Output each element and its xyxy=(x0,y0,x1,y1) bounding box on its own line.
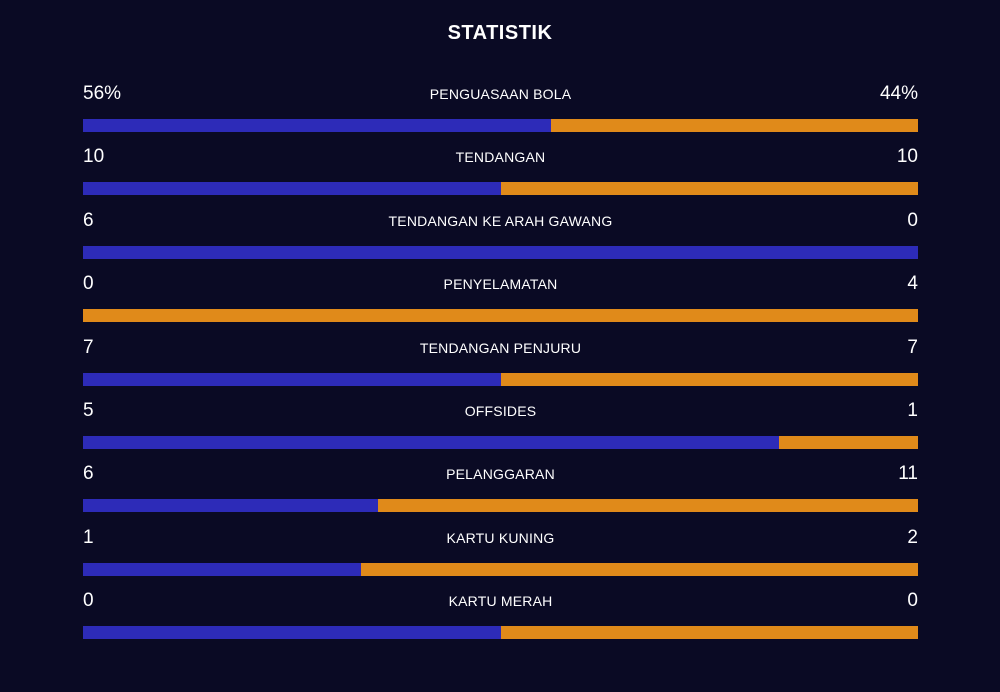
stat-label: PENYELAMATAN xyxy=(443,276,558,293)
comparison-bar xyxy=(83,245,918,259)
stat-label: KARTU MERAH xyxy=(448,593,553,610)
stat-label: TENDANGAN PENJURU xyxy=(419,339,582,356)
away-bar-segment xyxy=(500,372,918,386)
away-bar-segment xyxy=(778,435,918,449)
home-team-value: 0 xyxy=(83,273,94,295)
stat-row: 7 TENDANGAN PENJURU 7 xyxy=(83,334,918,397)
home-bar-segment xyxy=(83,562,362,576)
home-bar-segment xyxy=(83,182,501,196)
away-team-value: 2 xyxy=(907,526,918,548)
home-team-value: 0 xyxy=(83,590,94,612)
home-team-value: 6 xyxy=(83,209,94,231)
home-team-value: 6 xyxy=(83,463,94,485)
away-team-value: 44% xyxy=(879,83,918,104)
stat-row-header: 0 KARTU MERAH 0 xyxy=(83,587,918,615)
stat-rows: 56% PENGUASAAN BOLA 44% 10 TENDANGAN 10 6 TENDA… xyxy=(83,80,918,651)
away-team-value: 4 xyxy=(907,273,918,295)
stat-label: PELANGGARAN xyxy=(446,466,555,483)
away-bar-segment xyxy=(550,119,918,132)
comparison-bar xyxy=(83,499,918,513)
home-team-value: 5 xyxy=(83,399,94,421)
home-bar-segment xyxy=(83,435,779,449)
away-team-value: 11 xyxy=(898,463,918,485)
comparison-bar xyxy=(83,626,918,640)
home-bar-segment xyxy=(83,499,378,513)
away-bar-segment xyxy=(377,499,918,513)
home-team-value: 56% xyxy=(83,83,122,104)
stat-row-header: 56% PENGUASAAN BOLA 44% xyxy=(83,80,918,108)
stat-label: TENDANGAN xyxy=(455,149,546,166)
stat-row-header: 5 OFFSIDES 1 xyxy=(83,397,918,425)
away-team-value: 10 xyxy=(896,146,918,168)
page-title: STATISTIK xyxy=(447,22,553,44)
stat-row-header: 7 TENDANGAN PENJURU 7 xyxy=(83,334,918,362)
away-bar-segment xyxy=(83,309,918,323)
stat-row: 6 PELANGGARAN 11 xyxy=(83,460,918,523)
comparison-bar xyxy=(83,435,918,449)
stat-row: 0 PENYELAMATAN 4 xyxy=(83,270,918,333)
home-bar-segment xyxy=(83,626,501,640)
stat-label: TENDANGAN KE ARAH GAWANG xyxy=(388,212,613,229)
away-team-value: 1 xyxy=(907,399,918,421)
stat-row: 0 KARTU MERAH 0 xyxy=(83,587,918,650)
comparison-bar xyxy=(83,562,918,576)
comparison-bar xyxy=(83,372,918,386)
stat-label: PENGUASAAN BOLA xyxy=(429,86,572,102)
stat-row: 10 TENDANGAN 10 xyxy=(83,143,918,206)
stat-label: KARTU KUNING xyxy=(446,529,555,546)
home-bar-segment xyxy=(83,245,918,259)
stat-row: 1 KARTU KUNING 2 xyxy=(83,524,918,587)
stat-row-header: 10 TENDANGAN 10 xyxy=(83,143,918,171)
away-team-value: 0 xyxy=(907,209,918,231)
home-bar-segment xyxy=(83,372,501,386)
comparison-bar xyxy=(83,309,918,323)
home-bar-segment xyxy=(83,119,551,132)
away-bar-segment xyxy=(361,562,918,576)
stat-row: 56% PENGUASAAN BOLA 44% xyxy=(83,80,918,143)
stat-row-header: 0 PENYELAMATAN 4 xyxy=(83,270,918,298)
comparison-bar xyxy=(83,119,918,132)
home-team-value: 7 xyxy=(83,336,94,358)
stat-label: OFFSIDES xyxy=(464,402,537,419)
home-team-value: 1 xyxy=(83,526,94,548)
stat-row-header: 6 TENDANGAN KE ARAH GAWANG 0 xyxy=(83,207,918,235)
stat-row: 5 OFFSIDES 1 xyxy=(83,397,918,460)
away-bar-segment xyxy=(500,626,918,640)
stat-row-header: 6 PELANGGARAN 11 xyxy=(83,460,918,488)
stat-row: 6 TENDANGAN KE ARAH GAWANG 0 xyxy=(83,207,918,270)
away-team-value: 7 xyxy=(907,336,918,358)
home-team-value: 10 xyxy=(83,146,105,168)
stat-row-header: 1 KARTU KUNING 2 xyxy=(83,524,918,552)
comparison-bar xyxy=(83,182,918,196)
away-bar-segment xyxy=(500,182,918,196)
away-team-value: 0 xyxy=(907,590,918,612)
